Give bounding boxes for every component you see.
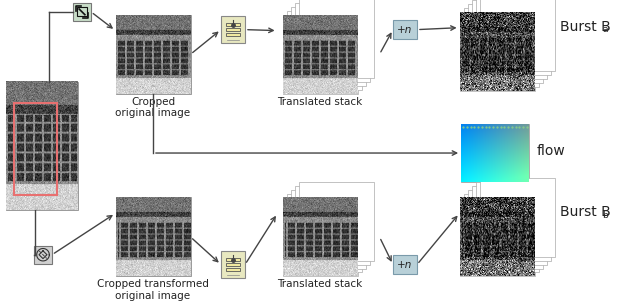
Bar <box>227 28 239 32</box>
Bar <box>227 23 239 26</box>
Text: Burst B: Burst B <box>561 205 611 219</box>
Bar <box>460 12 534 91</box>
Bar <box>227 263 239 267</box>
Text: Translated stack: Translated stack <box>277 279 363 289</box>
Bar <box>6 82 78 210</box>
Bar <box>472 186 547 265</box>
Bar <box>467 4 543 83</box>
Text: +n: +n <box>397 259 413 270</box>
Bar <box>227 268 239 271</box>
Bar <box>298 182 374 261</box>
Bar <box>282 197 358 276</box>
Bar <box>479 0 554 71</box>
Bar <box>460 197 534 276</box>
Bar <box>476 0 550 75</box>
Text: flow: flow <box>537 144 566 158</box>
Bar <box>479 178 554 257</box>
FancyBboxPatch shape <box>34 246 52 263</box>
Bar <box>463 8 538 87</box>
FancyBboxPatch shape <box>221 16 245 43</box>
Text: a: a <box>602 25 608 34</box>
Bar <box>463 193 538 272</box>
Bar <box>115 15 191 94</box>
Bar <box>287 11 362 90</box>
Bar <box>476 182 550 261</box>
Bar <box>227 258 239 261</box>
Text: Burst B: Burst B <box>561 20 611 34</box>
Text: Translated stack: Translated stack <box>277 97 363 107</box>
Bar <box>461 125 529 182</box>
Bar <box>291 7 365 86</box>
FancyBboxPatch shape <box>393 255 417 274</box>
Bar <box>14 103 57 196</box>
Bar <box>294 3 369 82</box>
Text: +n: +n <box>397 24 413 35</box>
FancyBboxPatch shape <box>73 3 91 21</box>
FancyBboxPatch shape <box>221 251 245 278</box>
Bar <box>77 7 86 17</box>
FancyBboxPatch shape <box>393 20 417 39</box>
Text: b: b <box>602 211 608 220</box>
Bar <box>287 193 362 272</box>
Bar <box>282 15 358 94</box>
Bar <box>291 189 365 269</box>
Text: Cropped
original image: Cropped original image <box>115 97 191 118</box>
Bar <box>115 197 191 276</box>
Bar <box>298 0 374 78</box>
Text: Cropped transformed
original image: Cropped transformed original image <box>97 279 209 301</box>
Bar <box>472 0 547 79</box>
Bar <box>294 186 369 265</box>
Bar <box>227 33 239 36</box>
Bar <box>467 189 543 269</box>
